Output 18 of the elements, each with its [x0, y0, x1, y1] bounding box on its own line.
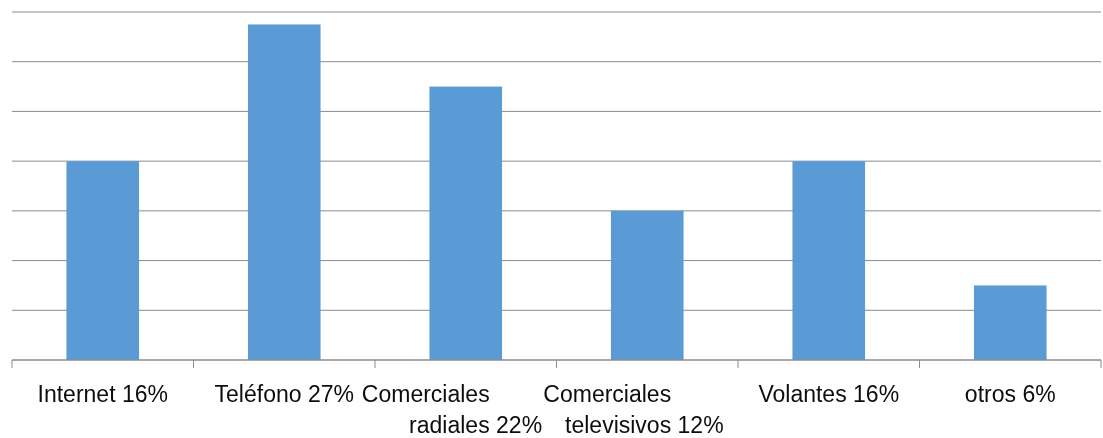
x-tick-label: Internet: [37, 381, 117, 407]
x-tick-label: otros: [964, 381, 1017, 407]
data-label: 16%: [121, 381, 168, 407]
data-label: 16%: [853, 381, 900, 407]
x-tick-label: Teléfono: [214, 381, 302, 407]
x-tick-label: Comerciales radiales: [361, 381, 490, 438]
bar: [792, 161, 866, 360]
x-tick-label: Volantes: [758, 381, 847, 407]
bar: [66, 161, 140, 360]
data-label: 12%: [677, 412, 724, 438]
bar: [610, 210, 684, 360]
data-label: 6%: [1022, 381, 1056, 407]
data-label: 22%: [496, 412, 543, 438]
bar: [247, 24, 321, 360]
bar: [973, 285, 1047, 360]
data-label: 27%: [307, 381, 354, 407]
bar: [429, 86, 503, 360]
x-tick-label: Comerciales televisivos: [543, 381, 672, 438]
